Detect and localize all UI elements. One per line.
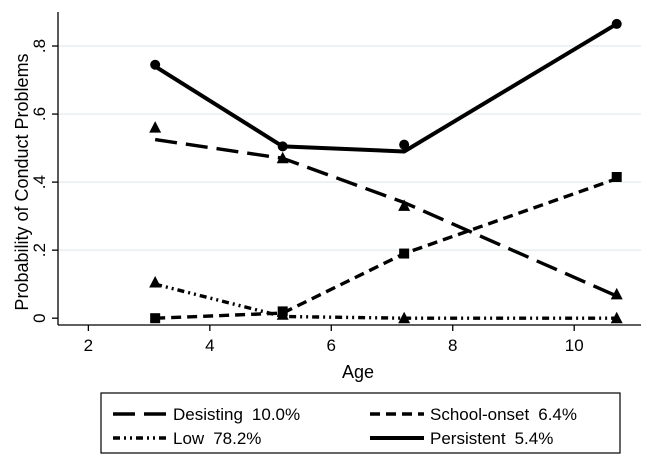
y-axis-title: Probability of Conduct Problems xyxy=(12,53,32,310)
legend-series-share: 78.2% xyxy=(213,429,261,448)
legend-series-share: 10.0% xyxy=(252,405,300,424)
legend-label-school-onset: School-onset 6.4% xyxy=(430,405,577,424)
series-line-school-onset xyxy=(155,177,618,320)
series-line-desisting xyxy=(154,137,618,298)
data-point-low xyxy=(610,311,623,324)
data-point-desisting xyxy=(398,199,411,211)
data-point-school-onset xyxy=(399,248,410,259)
legend: Desisting 10.0% School-onset 6.4% Low 78.2% Pe… xyxy=(100,392,621,454)
legend-series-name: School-onset xyxy=(430,405,530,424)
series-markers xyxy=(149,18,623,324)
data-point-persistent xyxy=(150,59,161,70)
data-point-school-onset xyxy=(611,172,622,183)
data-point-desisting xyxy=(149,121,162,133)
y-tick-label: .8 xyxy=(30,39,49,53)
legend-box xyxy=(100,392,621,454)
x-tick-label: 6 xyxy=(327,336,336,355)
x-axis-title: Age xyxy=(342,362,374,382)
legend-series-share: 6.4% xyxy=(538,405,577,424)
data-point-persistent xyxy=(399,139,410,150)
legend-series-share: 5.4% xyxy=(515,429,554,448)
legend-series-name: Desisting xyxy=(173,405,243,424)
data-point-low xyxy=(276,308,289,320)
data-point-school-onset xyxy=(150,313,161,324)
legend-label-low: Low 78.2% xyxy=(173,429,261,448)
axes: 0 .2 .4 .6 .8 2 4 6 8 10 xyxy=(30,12,641,355)
series-lines xyxy=(154,22,618,320)
x-tick-label: 2 xyxy=(84,336,93,355)
x-tick-label: 8 xyxy=(448,336,457,355)
legend-label-persistent: Persistent 5.4% xyxy=(430,429,553,448)
data-point-desisting xyxy=(610,287,623,300)
data-point-low xyxy=(149,275,162,288)
x-tick-label: 4 xyxy=(205,336,214,355)
grid xyxy=(58,45,641,251)
series-line-persistent xyxy=(154,22,618,154)
legend-series-name: Persistent xyxy=(430,429,506,448)
data-point-persistent xyxy=(277,141,288,152)
y-tick-label: .2 xyxy=(30,243,49,257)
data-point-low xyxy=(398,311,411,324)
y-tick-label: .6 xyxy=(30,107,49,121)
data-point-desisting xyxy=(276,151,289,164)
y-tick-label: .4 xyxy=(30,175,49,189)
legend-label-desisting: Desisting 10.0% xyxy=(173,405,300,424)
x-tick-label: 10 xyxy=(565,336,584,355)
legend-series-name: Low xyxy=(173,429,205,448)
data-point-persistent xyxy=(611,18,622,29)
y-tick-label: 0 xyxy=(30,313,49,322)
